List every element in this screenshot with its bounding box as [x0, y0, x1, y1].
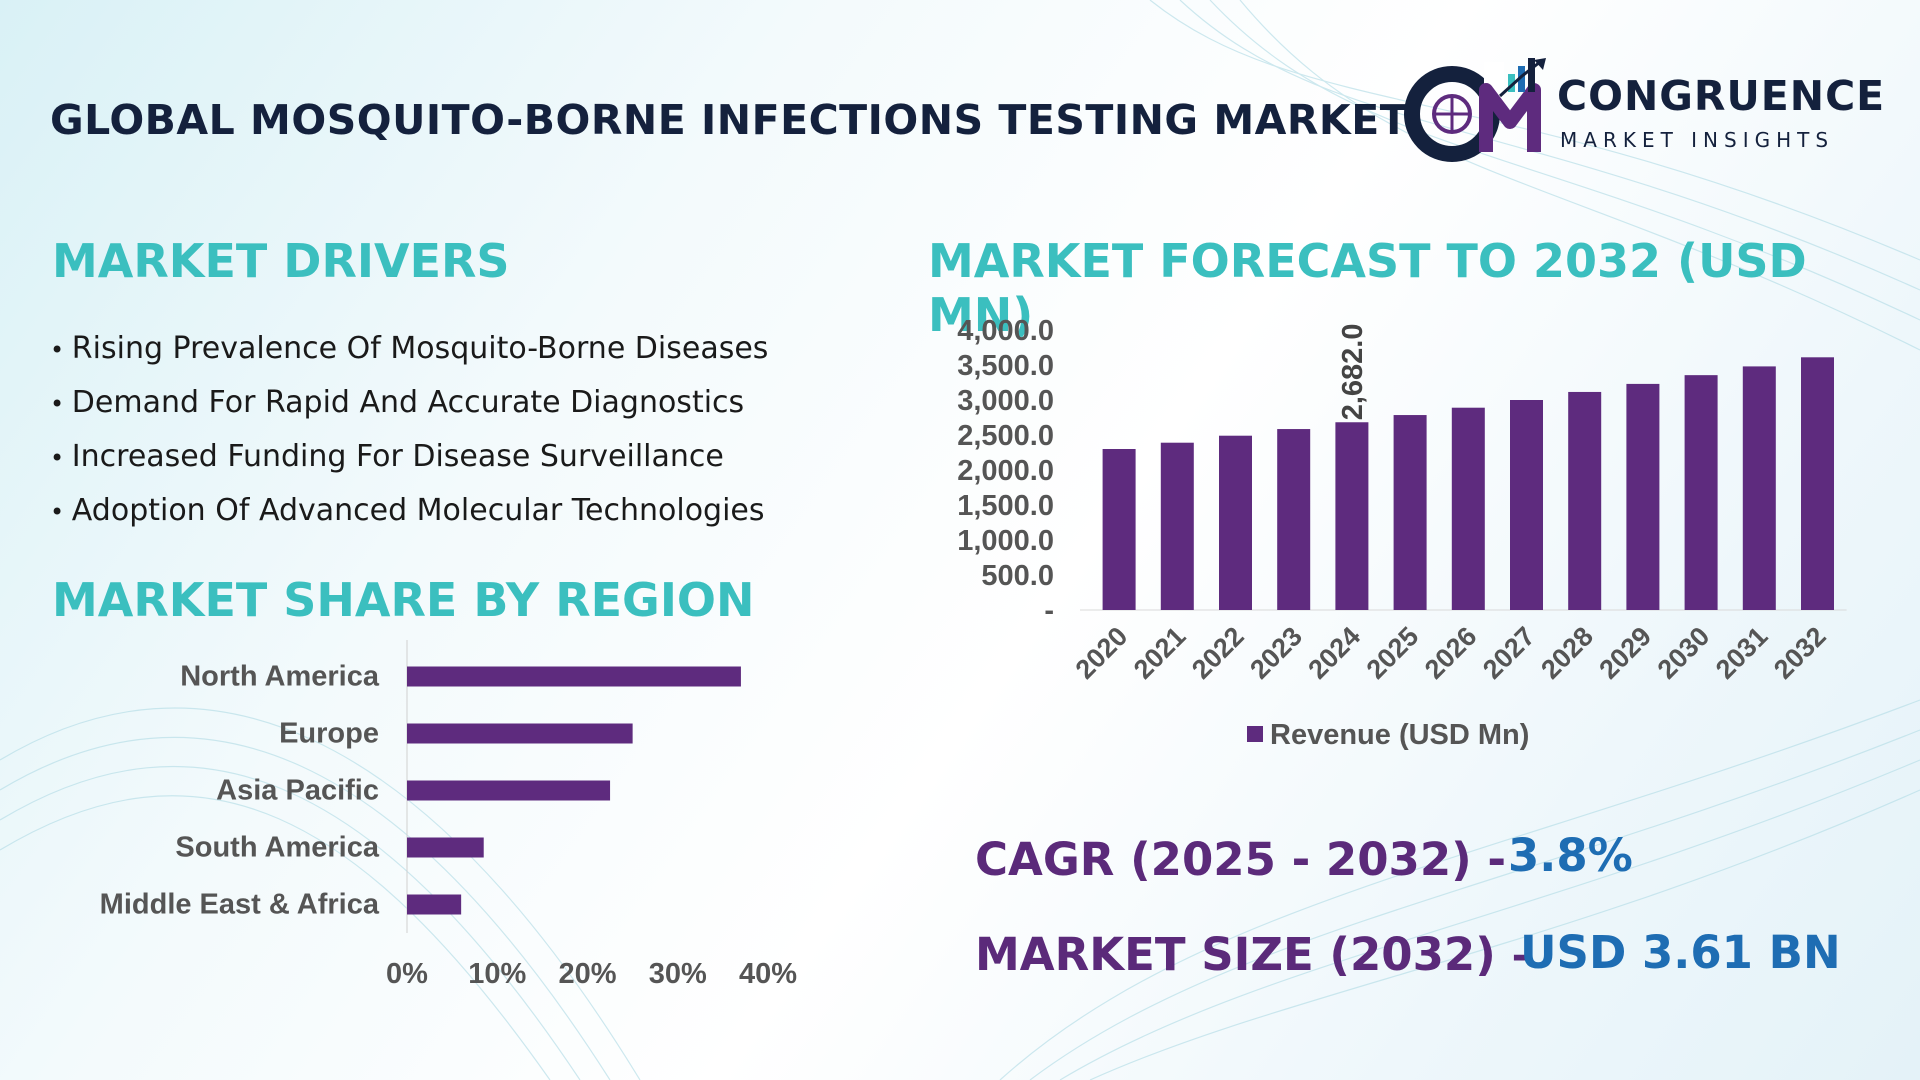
logo-mark-icon	[1404, 58, 1546, 162]
region-x-tick-label: 0%	[386, 958, 428, 990]
region-bar	[407, 894, 462, 915]
forecast-y-tick-label: 4,000.0	[957, 315, 1054, 347]
cagr-value: 3.8%	[1508, 829, 1633, 882]
logo-wordmark: CONGRUENCE	[1557, 72, 1886, 120]
legend-label: Revenue (USD Mn)	[1270, 719, 1529, 751]
region-category-label: South America	[175, 832, 379, 864]
forecast-chart: -500.01,000.01,500.02,000.02,500.03,000.…	[957, 315, 1847, 751]
forecast-bar	[1801, 357, 1834, 610]
region-x-tick-label: 40%	[739, 958, 797, 990]
forecast-y-tick-label: 3,000.0	[957, 385, 1054, 417]
forecast-bar	[1102, 449, 1136, 610]
drivers-list: Rising Prevalence Of Mosquito-Borne Dise…	[50, 322, 769, 538]
forecast-x-tick-label: 2028	[1535, 621, 1599, 685]
page-title: GLOBAL MOSQUITO-BORNE INFECTIONS TESTING…	[50, 96, 1409, 144]
forecast-bar	[1393, 415, 1427, 610]
forecast-x-tick-label: 2027	[1477, 621, 1541, 685]
forecast-bar	[1277, 429, 1311, 610]
forecast-y-tick-label: 1,500.0	[957, 490, 1054, 522]
forecast-x-tick-label: 2020	[1070, 621, 1134, 685]
forecast-y-tick-label: 1,000.0	[957, 525, 1054, 557]
forecast-title: MARKET FORECAST TO 2032 (USD MN)	[928, 234, 1807, 342]
region-bar	[407, 723, 633, 744]
region-share-chart: North America Europe Asia Pacific South Ame…	[100, 640, 797, 990]
region-bar	[407, 837, 484, 858]
driver-item: Demand For Rapid And Accurate Diagnostic…	[50, 376, 768, 430]
region-x-tick-label: 30%	[649, 958, 707, 990]
forecast-x-tick-label: 2031	[1710, 621, 1774, 685]
forecast-bar	[1160, 442, 1194, 610]
region-category-label: Middle East & Africa	[100, 889, 380, 921]
forecast-y-tick-label: 3,500.0	[957, 350, 1054, 382]
forecast-bar	[1684, 375, 1718, 610]
forecast-bar	[1451, 407, 1485, 610]
forecast-bar	[1335, 422, 1369, 610]
company-logo: CONGRUENCE MARKET INSIGHTS	[1400, 52, 1884, 162]
drivers-title: MARKET DRIVERS	[52, 234, 510, 288]
forecast-x-tick-label: 2022	[1186, 621, 1250, 685]
market-size-label: MARKET SIZE (2032) –	[975, 928, 1534, 981]
forecast-bar	[1219, 435, 1252, 610]
forecast-x-tick-label: 2030	[1652, 621, 1716, 685]
legend-swatch	[1247, 726, 1263, 742]
forecast-bar	[1626, 383, 1660, 610]
forecast-data-label: 2,682.0	[1337, 323, 1369, 420]
region-bar	[407, 666, 741, 687]
region-category-label: North America	[180, 661, 380, 693]
driver-item: Adoption Of Advanced Molecular Technolog…	[50, 484, 768, 538]
region-category-label: Europe	[279, 718, 379, 750]
forecast-x-tick-label: 2025	[1361, 621, 1425, 685]
region-category-label: Asia Pacific	[216, 775, 379, 807]
forecast-bar	[1510, 400, 1543, 610]
forecast-x-tick-label: 2029	[1593, 621, 1657, 685]
cagr-label: CAGR (2025 - 2032) -	[975, 833, 1507, 886]
region-bar	[407, 780, 611, 801]
forecast-x-tick-label: 2024	[1302, 621, 1366, 685]
region-x-tick-label: 10%	[468, 958, 526, 990]
forecast-bar	[1742, 366, 1776, 610]
forecast-x-tick-label: 2023	[1244, 621, 1308, 685]
driver-item: Increased Funding For Disease Surveillan…	[50, 430, 768, 484]
region-title: MARKET SHARE BY REGION	[52, 573, 755, 627]
forecast-y-tick-label: 2,000.0	[957, 455, 1054, 487]
forecast-y-tick-label: 2,500.0	[957, 420, 1054, 452]
forecast-x-tick-label: 2032	[1768, 621, 1832, 685]
logo-tagline: MARKET INSIGHTS	[1560, 128, 1835, 152]
market-size-value: USD 3.61 BN	[1520, 926, 1841, 979]
forecast-y-tick-label: -	[1044, 595, 1054, 627]
region-x-tick-label: 20%	[558, 958, 616, 990]
forecast-bar	[1568, 391, 1602, 610]
forecast-x-tick-label: 2026	[1419, 621, 1483, 685]
forecast-y-tick-label: 500.0	[981, 560, 1054, 592]
forecast-x-tick-label: 2021	[1128, 621, 1192, 685]
driver-item: Rising Prevalence Of Mosquito-Borne Dise…	[50, 322, 769, 376]
